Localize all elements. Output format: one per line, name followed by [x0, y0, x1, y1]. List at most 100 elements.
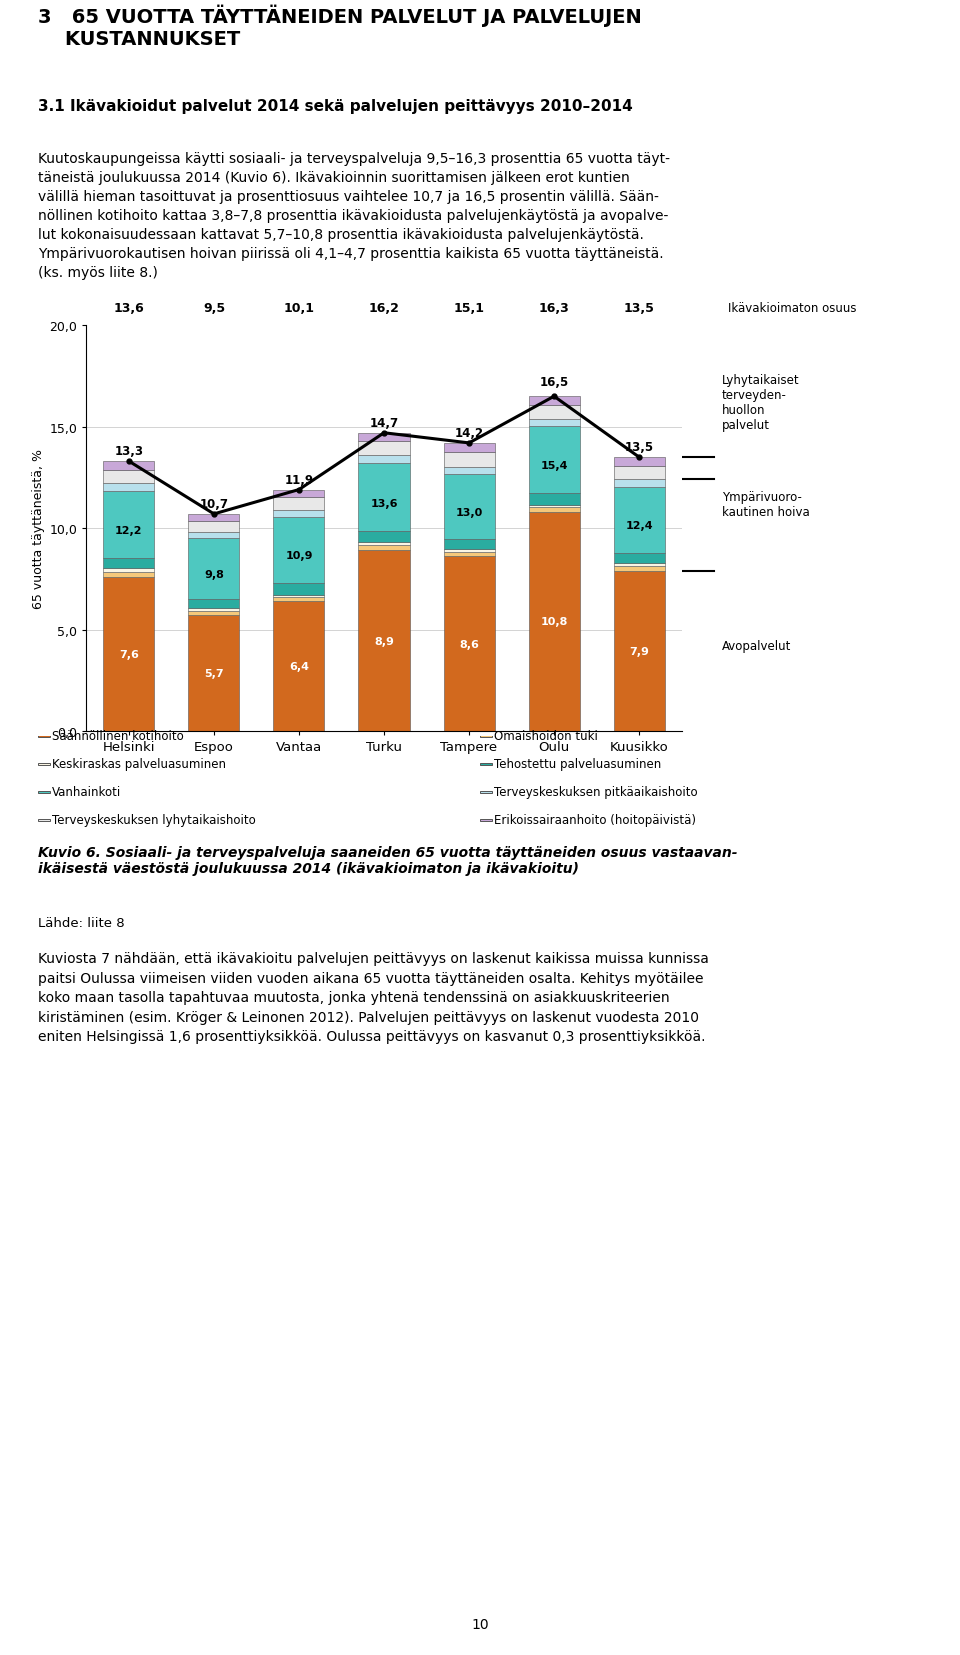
Bar [613, 487, 664, 554]
Bar [104, 485, 155, 492]
Text: 13,0: 13,0 [455, 508, 483, 518]
Bar [529, 419, 580, 427]
Text: 13,6: 13,6 [371, 498, 397, 508]
Text: 8,6: 8,6 [459, 639, 479, 649]
Text: Avopalvelut: Avopalvelut [722, 640, 791, 652]
Bar [104, 492, 155, 559]
Bar [480, 819, 492, 821]
Text: 16,2: 16,2 [369, 301, 399, 314]
Bar [188, 611, 239, 616]
Bar [529, 508, 580, 513]
Bar [104, 470, 155, 485]
Bar [444, 444, 494, 453]
Bar [444, 558, 494, 732]
Bar [613, 571, 664, 732]
Text: Tehostettu palveluasuminen: Tehostettu palveluasuminen [493, 758, 660, 771]
Bar [480, 735, 492, 738]
Bar [480, 763, 492, 766]
Bar [358, 463, 410, 531]
Text: 6,4: 6,4 [289, 662, 309, 672]
Bar [444, 453, 494, 468]
Bar [613, 467, 664, 480]
Bar [529, 505, 580, 508]
Text: 7,9: 7,9 [629, 647, 649, 657]
Bar [529, 495, 580, 505]
Bar [480, 791, 492, 794]
Bar [38, 819, 50, 821]
Bar [358, 455, 410, 463]
Text: Erikoissairaanhoito (hoitopäivistä): Erikoissairaanhoito (hoitopäivistä) [493, 814, 696, 828]
Text: 13,5: 13,5 [624, 301, 655, 314]
Text: 12,4: 12,4 [625, 521, 653, 531]
Text: 13,6: 13,6 [113, 301, 144, 314]
Text: Kuutoskaupungeissa käytti sosiaali- ja terveyspalveluja 9,5–16,3 prosenttia 65 v: Kuutoskaupungeissa käytti sosiaali- ja t… [38, 152, 670, 280]
Text: 11,9: 11,9 [284, 473, 314, 487]
Bar [444, 549, 494, 553]
Bar [188, 609, 239, 611]
Bar [274, 498, 324, 510]
Bar [358, 442, 410, 455]
Text: Omaishoidon tuki: Omaishoidon tuki [493, 730, 597, 743]
Bar [104, 569, 155, 573]
Bar [358, 531, 410, 543]
Bar [529, 397, 580, 405]
Text: Keskiraskas palveluasuminen: Keskiraskas palveluasuminen [52, 758, 226, 771]
Text: 3.1 Ikävakioidut palvelut 2014 sekä palvelujen peittävyys 2010–2014: 3.1 Ikävakioidut palvelut 2014 sekä palv… [38, 99, 634, 114]
Bar [104, 462, 155, 470]
Bar [444, 475, 494, 540]
Text: Lyhytaikaiset
terveyden-
huollon
palvelut: Lyhytaikaiset terveyden- huollon palvelu… [722, 374, 800, 432]
Text: 8,9: 8,9 [374, 636, 394, 647]
Bar [444, 468, 494, 475]
Text: 9,8: 9,8 [204, 569, 224, 579]
Bar [444, 553, 494, 558]
Bar [274, 596, 324, 597]
Bar [358, 546, 410, 551]
Text: Terveyskeskuksen pitkäaikaishoito: Terveyskeskuksen pitkäaikaishoito [493, 786, 697, 799]
Bar [358, 551, 410, 732]
Text: Vanhainkoti: Vanhainkoti [52, 786, 121, 799]
Bar [613, 480, 664, 487]
Text: 15,1: 15,1 [453, 301, 485, 314]
Bar [274, 490, 324, 498]
Text: 7,6: 7,6 [119, 649, 139, 659]
Bar [274, 584, 324, 596]
Bar [274, 510, 324, 518]
Text: 10,1: 10,1 [283, 301, 315, 314]
Text: 14,7: 14,7 [370, 417, 398, 430]
Bar [188, 521, 239, 533]
Text: 16,5: 16,5 [540, 376, 568, 389]
Bar [188, 515, 239, 521]
Text: Ikävakioimaton osuus: Ikävakioimaton osuus [729, 301, 857, 314]
Bar [38, 763, 50, 766]
Bar [104, 573, 155, 578]
Bar [613, 568, 664, 571]
Bar [188, 599, 239, 609]
Bar [38, 735, 50, 738]
Bar [38, 791, 50, 794]
Bar [358, 543, 410, 546]
Text: Ympärivuoro-
kautinen hoiva: Ympärivuoro- kautinen hoiva [722, 490, 809, 518]
Bar [613, 564, 664, 568]
Text: 13,3: 13,3 [114, 445, 143, 458]
Bar [444, 540, 494, 549]
Text: 9,5: 9,5 [203, 301, 225, 314]
Bar [188, 540, 239, 599]
Bar [274, 602, 324, 732]
Text: Kuviosta 7 nähdään, että ikävakioitu palvelujen peittävyys on laskenut kaikissa : Kuviosta 7 nähdään, että ikävakioitu pal… [38, 952, 709, 1044]
Bar [613, 554, 664, 564]
Text: 15,4: 15,4 [540, 462, 567, 472]
Bar [529, 405, 580, 419]
Bar [529, 427, 580, 495]
Text: Kuvio 6. Sosiaali- ja terveyspalveluja saaneiden 65 vuotta täyttäneiden osuus va: Kuvio 6. Sosiaali- ja terveyspalveluja s… [38, 846, 738, 875]
Text: 5,7: 5,7 [204, 669, 224, 679]
Text: 14,2: 14,2 [454, 427, 484, 440]
Text: 3   65 VUOTTA TÄYTTÄNEIDEN PALVELUT JA PALVELUJEN
    KUSTANNUKSET: 3 65 VUOTTA TÄYTTÄNEIDEN PALVELUT JA PAL… [38, 5, 642, 50]
Bar [274, 597, 324, 602]
Bar [188, 533, 239, 540]
Text: Säännöllinen kotihoito: Säännöllinen kotihoito [52, 730, 183, 743]
Bar [358, 434, 410, 442]
Bar [104, 578, 155, 732]
Bar [529, 513, 580, 732]
Y-axis label: 65 vuotta täyttäneistä, %: 65 vuotta täyttäneistä, % [33, 449, 45, 609]
Text: 13,5: 13,5 [625, 442, 654, 453]
